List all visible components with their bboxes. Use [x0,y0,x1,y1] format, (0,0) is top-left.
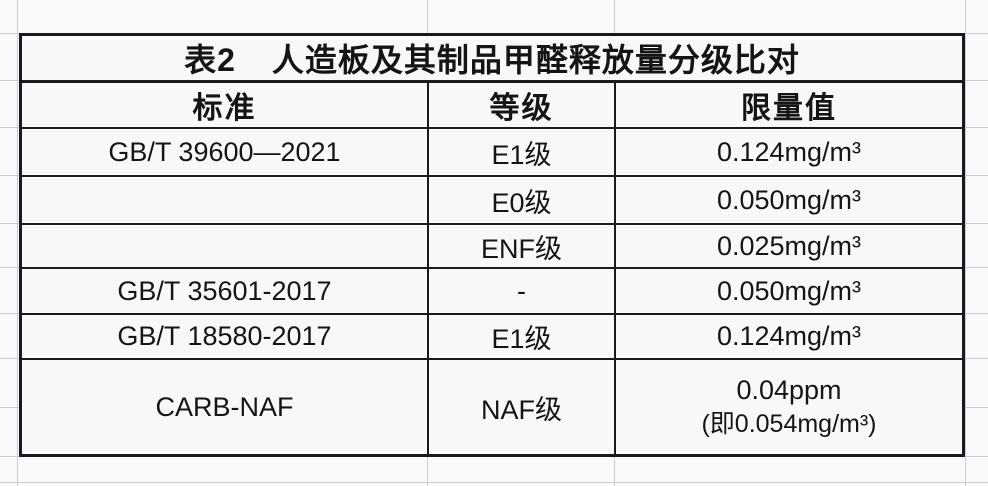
cell-limit: 0.124mg/m³ [614,313,962,358]
table-title-text: 人造板及其制品甲醛释放量分级比对 [271,42,800,78]
limit-value: 0.04ppm [736,374,842,405]
gridline [17,0,18,486]
cell-grade: NAF级 [427,358,614,454]
cell-grade: E1级 [427,313,614,358]
table-title-number: 表2 [184,42,236,78]
column-header-grade: 等级 [427,80,614,127]
cell-grade: - [427,267,614,313]
cell-limit: 0.04ppm (即0.054mg/m³) [614,358,962,454]
cell-grade: ENF级 [427,223,614,267]
cell-standard: GB/T 35601-2017 [22,267,427,313]
cell-standard [22,175,427,223]
table-title: 表2 人造板及其制品甲醛释放量分级比对 [22,36,962,80]
cell-limit: 0.025mg/m³ [614,223,962,267]
comparison-table: 表2 人造板及其制品甲醛释放量分级比对 标准 等级 限量值 GB/T 39600… [19,33,965,457]
cell-standard: GB/T 39600—2021 [22,127,427,175]
gridline [0,482,988,483]
cell-standard: GB/T 18580-2017 [22,313,427,358]
cell-grade: E1级 [427,127,614,175]
cell-limit: 0.050mg/m³ [614,175,962,223]
cell-limit: 0.124mg/m³ [614,127,962,175]
cell-grade: E0级 [427,175,614,223]
limit-note: (即0.054mg/m³) [701,410,877,439]
gridline [965,0,966,486]
cell-limit: 0.050mg/m³ [614,267,962,313]
column-header-standard: 标准 [22,80,427,127]
column-header-limit: 限量值 [614,80,962,127]
cell-standard [22,223,427,267]
cell-standard: CARB-NAF [22,358,427,454]
